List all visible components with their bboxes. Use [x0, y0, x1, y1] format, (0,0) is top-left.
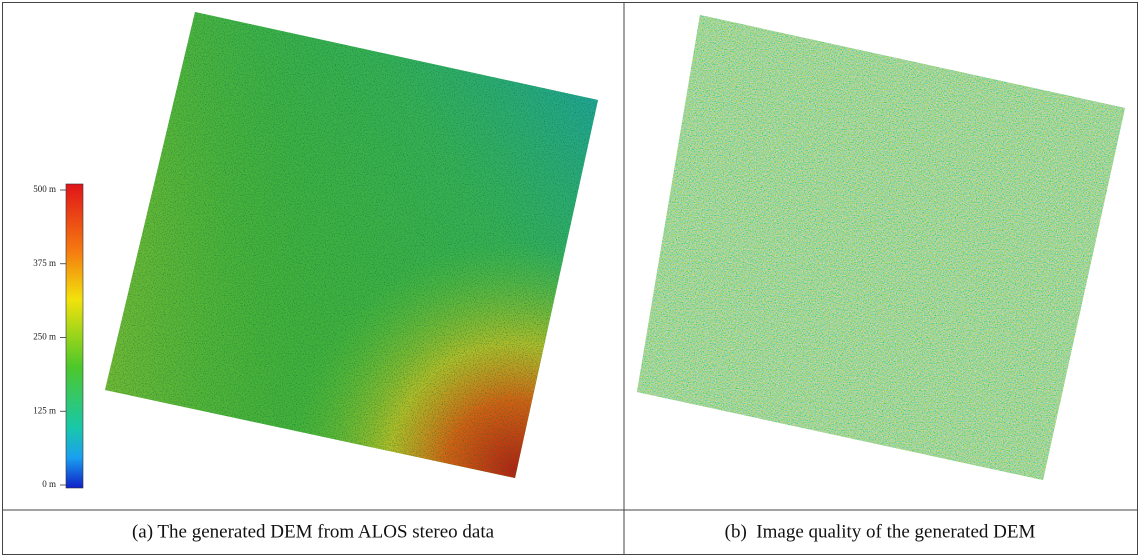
- caption: (a) The generated DEM from ALOS stereo d…: [132, 521, 495, 542]
- figure: 500 m 375 m 250 m 125 m 0 m (a) The generate…: [0, 0, 1140, 557]
- colorbar: [66, 184, 83, 488]
- tick-label: 125 m: [33, 405, 56, 415]
- quality-image: [630, 10, 1130, 485]
- tick-label: 250 m: [33, 332, 56, 342]
- colorbar-ticks: 500 m 375 m 250 m 125 m 0 m: [33, 184, 66, 489]
- caption: (b) Image quality of the generated DEM: [725, 521, 1036, 542]
- tick-label: 375 m: [33, 258, 56, 268]
- tick-label: 500 m: [33, 184, 56, 194]
- dem-image: [100, 10, 600, 480]
- tick-label: 0 m: [42, 479, 56, 489]
